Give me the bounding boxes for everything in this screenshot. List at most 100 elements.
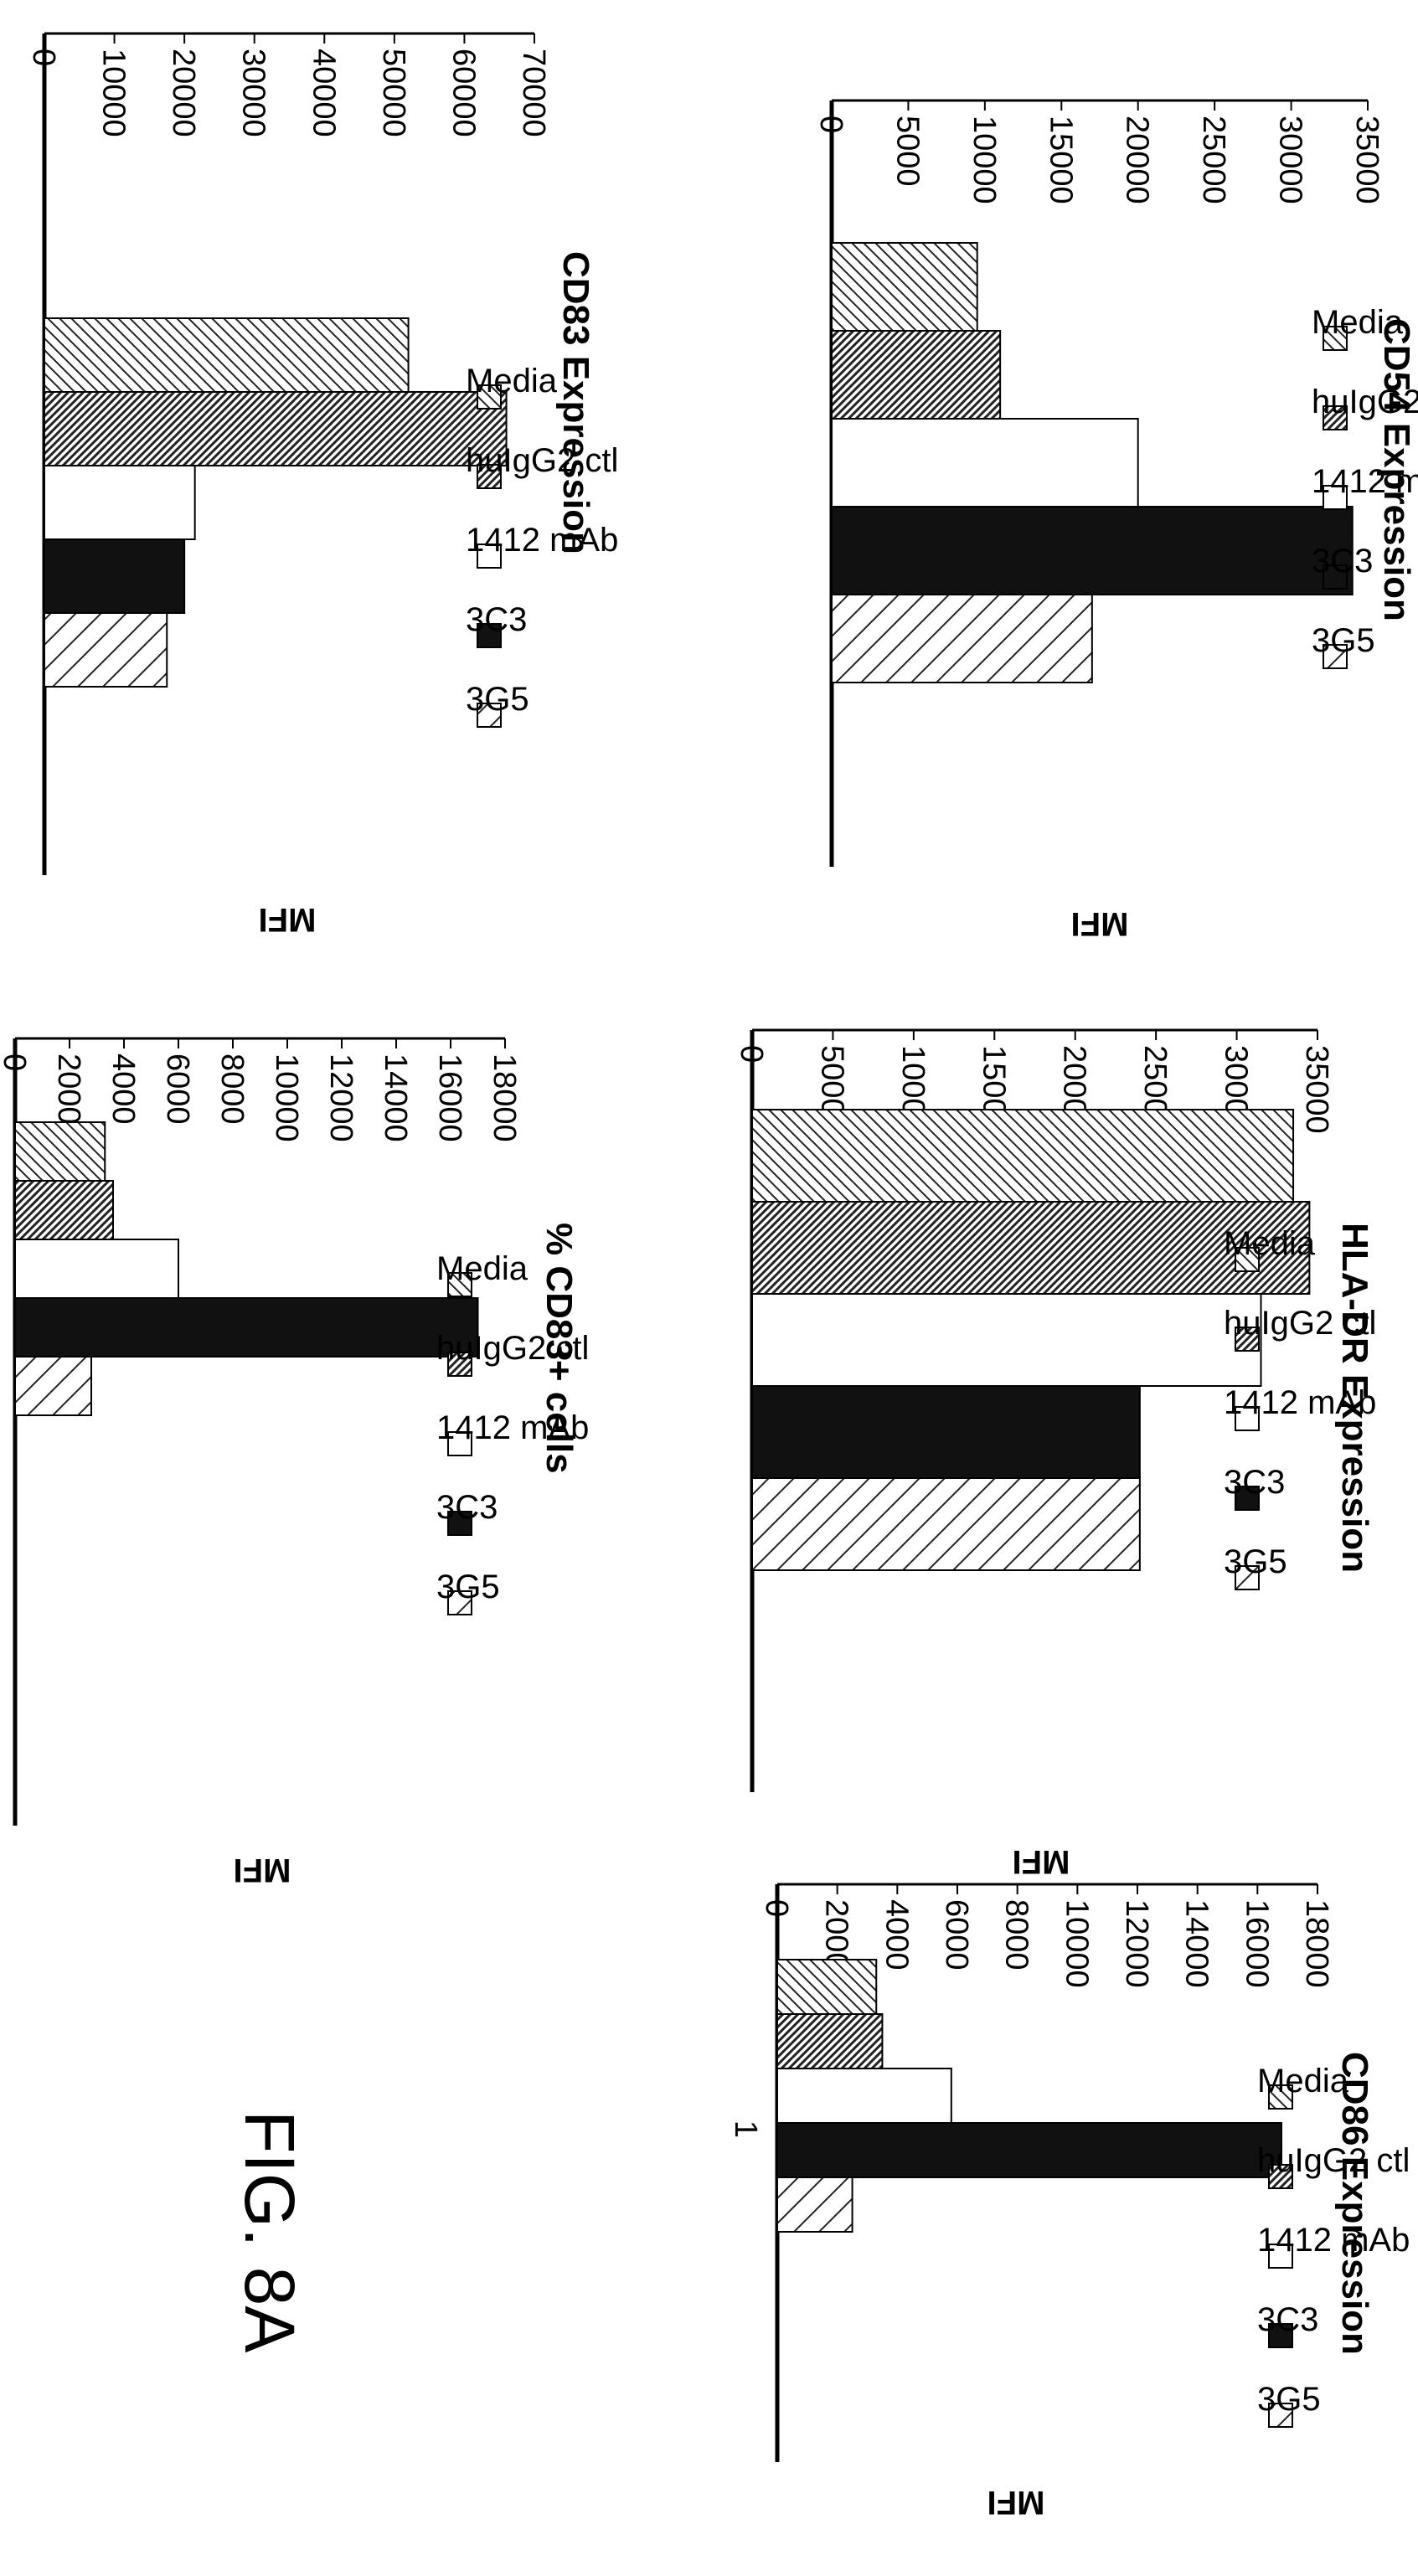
bar-3c3	[830, 506, 1354, 595]
legend-swatch	[447, 1272, 472, 1297]
bar-3c3	[751, 1385, 1141, 1479]
y-tick-label: 0	[734, 1045, 769, 1063]
legend-swatch	[1268, 2323, 1293, 2348]
y-tick-label: 50000	[376, 49, 411, 137]
y-tick-label: 70000	[516, 49, 551, 137]
legend-swatch	[477, 464, 502, 489]
legend-swatch	[1235, 1486, 1260, 1511]
legend-label: huIgG2 ctl	[436, 1330, 589, 1367]
legend-label: 3C3	[1312, 543, 1373, 580]
bar-media	[43, 317, 410, 393]
legend-label: 1412 mAb	[1224, 1384, 1376, 1421]
bar-1412-mab	[44, 465, 196, 540]
legend-label: huIgG2 ctl	[1224, 1305, 1376, 1342]
legend-swatch	[1235, 1406, 1260, 1431]
y-tick-label: 0	[759, 1899, 794, 1917]
y-tick-label: 14000	[1179, 1899, 1214, 1988]
bar-media	[831, 242, 978, 332]
y-tick-label: 5000	[814, 1045, 849, 1116]
legend-label: 1412 mAb	[436, 1409, 589, 1446]
y-tick-label: 12000	[1119, 1899, 1154, 1988]
chart-panel-1: CD54 Expression 0 5000 10000 15000 20000 25000…	[813, 99, 1418, 942]
chart-panel-4: CD83 Expression 0 10000 20000 30000 40000 5000…	[26, 32, 618, 938]
legend-swatch	[1235, 1327, 1260, 1352]
legend-label: 1412 mAb	[466, 522, 618, 559]
y-axis-title: MFI	[1013, 1843, 1070, 1880]
y-tick-label: 30000	[236, 49, 271, 137]
legend-swatch	[1235, 1247, 1260, 1272]
y-axis-title: MFI	[1071, 905, 1129, 942]
y-tick-label: 35000	[1299, 1045, 1334, 1134]
y-tick-label: 6000	[160, 1054, 195, 1125]
y-tick-label: 10000	[96, 49, 131, 137]
chart-title: CD86 Expression	[1334, 2052, 1375, 2355]
bar-media	[751, 1109, 1295, 1203]
y-tick-label: 10000	[1059, 1899, 1094, 1988]
legend-label: Media	[1312, 304, 1404, 341]
y-tick-label: 60000	[446, 49, 481, 137]
legend-label: Media	[466, 363, 558, 399]
y-tick-label: 40000	[306, 49, 341, 137]
bar-3c3	[14, 1297, 479, 1358]
bar-1412-mab	[14, 1239, 179, 1299]
chart-title: CD54 Expression	[1376, 318, 1417, 621]
legend-label: 1412 mAb	[1312, 463, 1418, 500]
legend-label: 3G5	[1312, 622, 1375, 659]
bar-huigg2-ctl	[14, 1180, 114, 1240]
legend-label: Media	[436, 1250, 529, 1287]
legend-swatch	[477, 544, 502, 569]
legend-label: huIgG2 ctl	[1257, 2142, 1410, 2179]
y-tick-label: 0	[813, 116, 848, 133]
bar-huigg2-ctl	[776, 2013, 884, 2069]
legend-label: 3C3	[1224, 1464, 1285, 1501]
y-tick-label: 16000	[1239, 1899, 1274, 1988]
bar-huigg2-ctl	[44, 391, 508, 466]
y-tick-label: 6000	[939, 1899, 974, 1971]
bar-3c3	[43, 538, 186, 614]
bar-1412-mab	[751, 1293, 1262, 1387]
y-tick-label: 4000	[879, 1899, 914, 1971]
legend-label: Media	[1224, 1225, 1316, 1262]
y-axis-title: MFI	[987, 2484, 1045, 2521]
legend-swatch	[1323, 485, 1348, 510]
bar-huigg2-ctl	[831, 330, 1002, 420]
y-tick-label: 15000	[1043, 116, 1078, 204]
legend-swatch	[1268, 2403, 1293, 2428]
bar-3g5	[831, 594, 1093, 683]
legend-swatch	[1323, 644, 1348, 669]
legend-swatch	[1268, 2244, 1293, 2269]
legend-swatch	[477, 623, 502, 648]
x-tick-label: 1	[728, 2120, 763, 2138]
bar-3g5	[44, 612, 168, 688]
y-tick-label: 20000	[1120, 116, 1155, 204]
y-tick-label: 0	[0, 1054, 32, 1071]
legend-label: Media	[1257, 2063, 1349, 2099]
legend-swatch	[1235, 1565, 1260, 1590]
y-tick-label: 10000	[967, 116, 1002, 204]
legend-label: 3G5	[436, 1569, 500, 1605]
bar-3g5	[776, 2177, 853, 2233]
chart-title: % CD83+ cells	[539, 1223, 580, 1474]
y-tick-label: 14000	[378, 1054, 413, 1142]
legend-label: 3G5	[1224, 1543, 1287, 1580]
legend-label: 1412 mAb	[1257, 2222, 1410, 2259]
y-tick-label: 5000	[889, 116, 925, 187]
chart-title: HLA-DR Expression	[1334, 1223, 1375, 1573]
y-axis-title: MFI	[234, 1852, 291, 1888]
legend-swatch	[447, 1511, 472, 1536]
legend-swatch	[1323, 405, 1348, 430]
chart-title: CD83 Expression	[555, 251, 596, 554]
legend-swatch	[447, 1431, 472, 1456]
legend-swatch	[477, 384, 502, 410]
y-tick-label: 18000	[1299, 1899, 1334, 1988]
bar-1412-mab	[776, 2068, 952, 2124]
bar-3g5	[14, 1356, 92, 1416]
y-tick-label: 8000	[999, 1899, 1034, 1971]
bar-media	[776, 1959, 878, 2015]
bar-media	[14, 1121, 106, 1182]
y-tick-label: 2000	[819, 1899, 854, 1971]
legend-label: 3G5	[466, 681, 529, 718]
y-tick-label: 35000	[1349, 116, 1384, 204]
